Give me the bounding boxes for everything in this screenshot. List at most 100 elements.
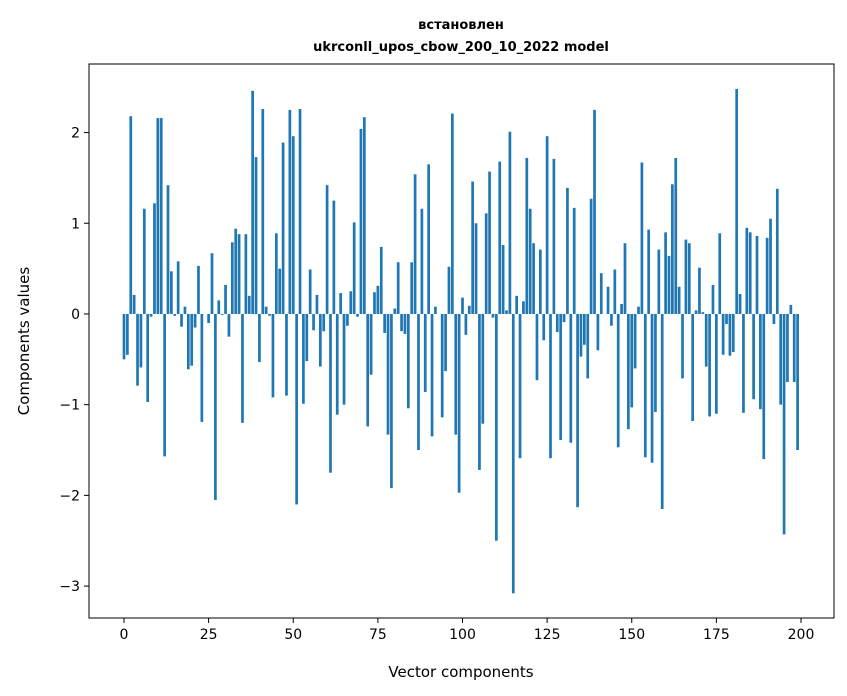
bar	[393, 308, 397, 314]
bar	[637, 306, 640, 314]
x-tick-label: 25	[200, 627, 218, 643]
bar	[545, 136, 549, 314]
bar	[623, 243, 627, 314]
bar	[654, 313, 657, 412]
bar	[136, 313, 139, 386]
bar	[471, 181, 475, 314]
bar	[515, 295, 519, 314]
bar	[217, 300, 221, 314]
bar	[769, 218, 772, 314]
bar	[403, 313, 407, 334]
bar	[163, 313, 166, 457]
bar	[745, 227, 749, 314]
bars-group	[122, 89, 799, 594]
bar	[684, 239, 688, 314]
bar	[528, 208, 532, 314]
bar	[650, 313, 654, 463]
bar	[373, 292, 376, 314]
bar	[759, 313, 762, 410]
x-axis-ticks: 0 25 50 75 100 125 150 175 200	[120, 618, 815, 643]
bar	[566, 187, 569, 314]
bar	[454, 313, 458, 435]
bar	[725, 313, 728, 324]
bar	[505, 310, 508, 314]
bar	[488, 171, 491, 314]
bar	[738, 294, 742, 314]
bar	[315, 294, 319, 314]
bar	[207, 313, 210, 324]
bar	[660, 313, 664, 509]
bar	[142, 208, 146, 314]
bar	[190, 313, 194, 366]
bar	[308, 269, 312, 314]
bar	[586, 313, 590, 379]
bar	[132, 294, 136, 314]
bar	[278, 268, 282, 314]
bar	[698, 267, 701, 314]
bar	[285, 313, 288, 396]
bar	[440, 313, 444, 418]
bar	[325, 185, 329, 314]
bar	[579, 313, 583, 357]
y-tick-label: 0	[71, 307, 80, 323]
y-tick-label: −2	[59, 488, 80, 504]
bar	[596, 313, 600, 351]
bar	[643, 313, 647, 458]
bar	[525, 157, 529, 314]
bar	[792, 313, 796, 382]
bar	[214, 313, 217, 500]
bar	[268, 313, 271, 316]
bar	[220, 313, 224, 315]
bar	[613, 269, 617, 314]
bar	[782, 313, 786, 535]
bar	[139, 313, 143, 368]
bar	[400, 313, 403, 332]
bar	[434, 306, 437, 314]
bar	[599, 273, 603, 314]
bar	[186, 313, 190, 370]
bar	[366, 313, 370, 427]
bar	[173, 313, 177, 316]
bar	[779, 313, 783, 405]
bar	[302, 313, 305, 404]
bar	[789, 304, 793, 314]
x-tick-label: 150	[618, 627, 645, 643]
bar	[159, 118, 163, 314]
bar	[518, 313, 522, 459]
bar	[247, 295, 251, 314]
bar	[674, 157, 678, 314]
bar	[359, 128, 363, 314]
bar	[153, 203, 156, 314]
bar	[535, 313, 539, 381]
bar	[417, 313, 420, 451]
bar	[572, 207, 576, 314]
bar	[227, 313, 231, 337]
bar	[447, 266, 451, 314]
bar	[549, 313, 552, 459]
x-tick-label: 50	[284, 627, 302, 643]
bar	[376, 285, 380, 314]
bar	[291, 136, 295, 314]
x-tick-label: 200	[788, 627, 815, 643]
bar	[464, 313, 468, 335]
bar	[352, 222, 356, 314]
bar	[129, 116, 133, 314]
plot-frame	[88, 63, 835, 619]
bar	[176, 261, 180, 314]
bar	[170, 271, 173, 314]
bar	[342, 313, 346, 405]
bar	[701, 312, 705, 314]
bar	[193, 313, 197, 328]
bar	[538, 249, 542, 314]
bar	[457, 313, 461, 493]
bar	[478, 313, 481, 470]
bar	[735, 89, 739, 314]
bar	[126, 313, 129, 355]
bar	[721, 313, 725, 355]
bar	[379, 246, 383, 314]
bar	[511, 313, 515, 594]
bar	[718, 233, 722, 314]
y-tick-label: 1	[71, 216, 80, 232]
bar	[450, 113, 454, 314]
bar	[640, 162, 644, 314]
